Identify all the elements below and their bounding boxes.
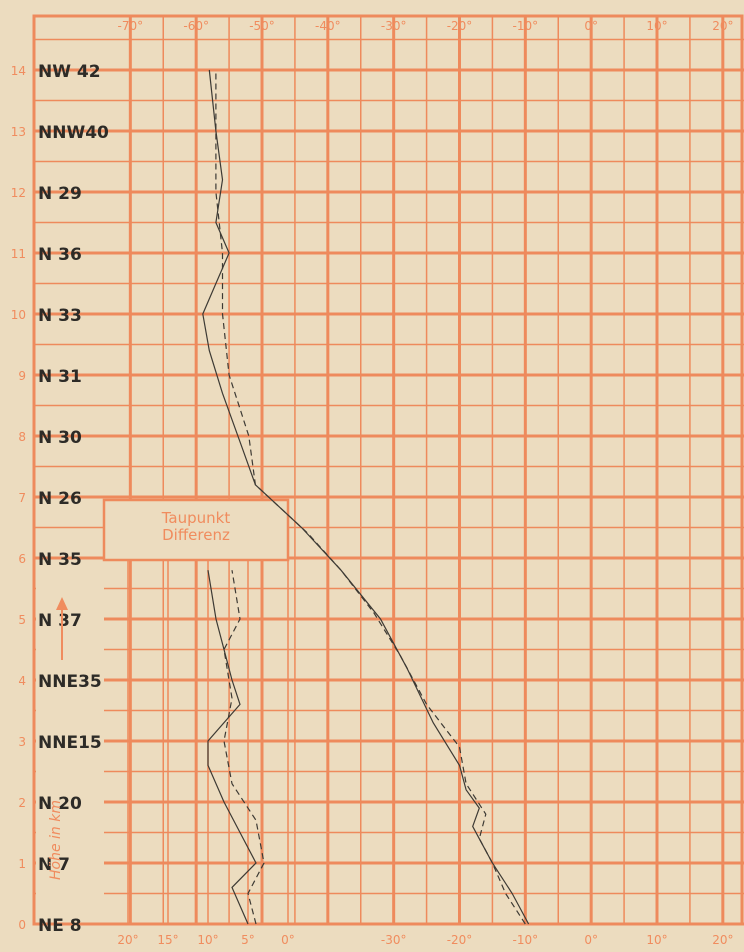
- height-axis-label: Höhe in km: [48, 800, 64, 880]
- wind-label: N 20: [38, 794, 82, 814]
- height-tick-label: 1: [18, 857, 26, 871]
- temperature-curve-solid: [202, 69, 530, 925]
- dewpoint-title-line-1: Taupunkt: [161, 509, 231, 527]
- wind-label: N 33: [38, 306, 82, 326]
- wind-label: N 36: [38, 245, 82, 265]
- dewpoint-axis-title: Taupunkt Differenz: [161, 509, 231, 544]
- dewpoint-title-box: Taupunkt Differenz: [102, 498, 290, 562]
- height-tick-label: 5: [18, 613, 26, 627]
- dewpoint-title-frame: [102, 498, 290, 562]
- height-tick-label: 7: [18, 491, 26, 505]
- chart-series: [202, 69, 530, 925]
- dewpoint-tick-label: 15°: [157, 933, 178, 947]
- top-temperature-tick-label: -50°: [249, 19, 275, 33]
- dewpoint-tick-label: 10°: [197, 933, 218, 947]
- wind-label: NNE15: [38, 733, 102, 753]
- height-tick-label: 12: [11, 186, 26, 200]
- bottom-temperature-tick-label: 0°: [584, 933, 598, 947]
- top-temperature-tick-label: -70°: [118, 19, 144, 33]
- height-tick-label: 6: [18, 552, 26, 566]
- top-temperature-tick-label: -60°: [183, 19, 209, 33]
- temperature-curve-dashed: [215, 70, 526, 925]
- top-temperature-tick-label: 20°: [712, 19, 733, 33]
- top-temperature-tick-label: 10°: [646, 19, 667, 33]
- height-tick-label: 10: [11, 308, 26, 322]
- top-temperature-tick-label: -30°: [381, 19, 407, 33]
- height-tick-label: 3: [18, 735, 26, 749]
- bottom-temperature-tick-label: -10°: [513, 933, 539, 947]
- dewpoint-curve-solid: [207, 570, 257, 925]
- wind-label: N 37: [38, 611, 82, 631]
- wind-label: N 35: [38, 550, 82, 570]
- bottom-temperature-tick-label: -30°: [381, 933, 407, 947]
- top-temperature-tick-label: -10°: [513, 19, 539, 33]
- dewpoint-tick-label: 5°: [241, 933, 255, 947]
- height-tick-label: 13: [11, 125, 26, 139]
- wind-label: NW 42: [38, 62, 101, 82]
- wind-label: N 26: [38, 489, 82, 509]
- dewpoint-tick-label: 20°: [117, 933, 138, 947]
- height-tick-label: 9: [18, 369, 26, 383]
- chart-grid: [32, 14, 744, 926]
- height-tick-label: 8: [18, 430, 26, 444]
- bottom-temperature-tick-label: 20°: [712, 933, 733, 947]
- wind-label: N 29: [38, 184, 82, 204]
- dewpoint-left-margin: [36, 560, 104, 922]
- dewpoint-title-line-2: Differenz: [162, 526, 230, 544]
- top-temperature-tick-label: -20°: [447, 19, 473, 33]
- bottom-temperature-tick-label: 10°: [646, 933, 667, 947]
- wind-label: N 30: [38, 428, 82, 448]
- height-tick-label: 0: [18, 918, 26, 932]
- height-tick-label: 2: [18, 796, 26, 810]
- wind-label: NNE35: [38, 672, 102, 692]
- height-tick-label: 14: [11, 64, 26, 78]
- wind-label: NE 8: [38, 916, 82, 936]
- top-temperature-tick-label: 0°: [584, 19, 598, 33]
- wind-label: N 31: [38, 367, 82, 387]
- wind-label: NNW40: [38, 123, 109, 143]
- height-tick-label: 4: [18, 674, 26, 688]
- dewpoint-curve-dashed: [223, 570, 265, 925]
- bottom-temperature-tick-label: -20°: [447, 933, 473, 947]
- height-tick-label: 11: [11, 247, 26, 261]
- chart-labels: -70° -60° -50° -40° -30° -20° -10° 0° 10° 20°-30°…: [11, 19, 734, 947]
- dewpoint-tick-label: 0°: [281, 933, 295, 947]
- height-axis-arrowhead: [56, 597, 68, 610]
- wind-label: N 7: [38, 855, 70, 875]
- top-temperature-tick-label: -40°: [315, 19, 341, 33]
